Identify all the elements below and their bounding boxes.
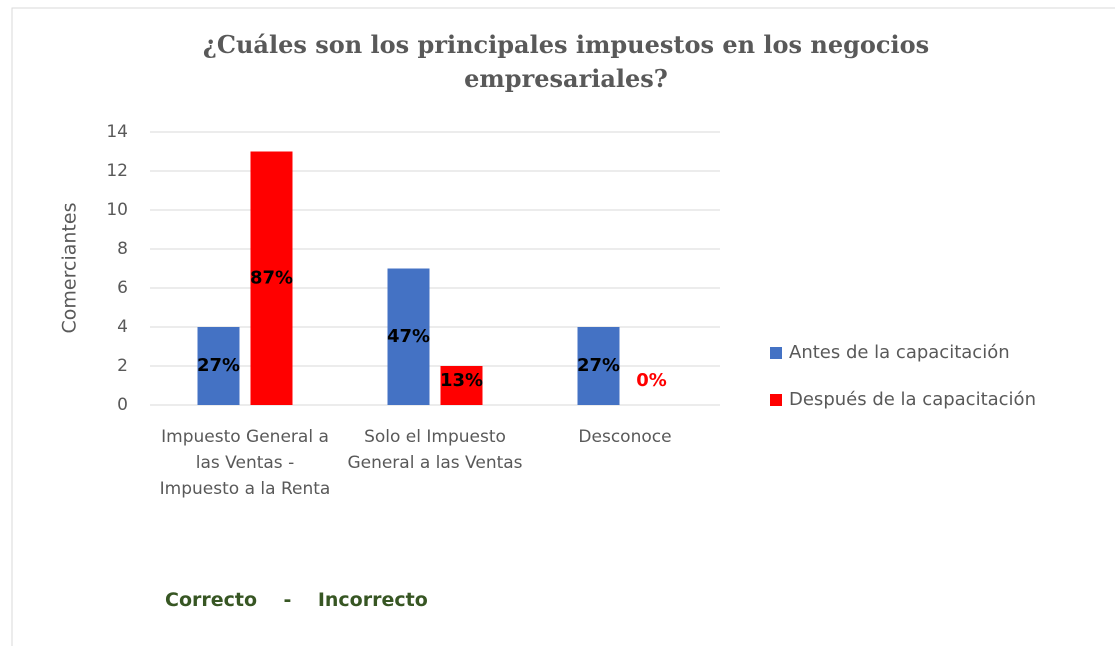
chart-border [11,7,1115,646]
y-tick-label: 2 [117,356,128,376]
y-tick-label: 8 [117,239,128,259]
y-tick-label: 0 [117,395,128,415]
data-label: 27% [197,355,240,376]
data-label: 13% [440,370,483,391]
y-tick-label: 10 [106,200,128,220]
x-tick-label: Solo el Impuesto General a las Ventas [347,427,523,473]
bar [250,151,293,405]
y-axis-label: Comerciantes [59,203,81,334]
data-label: 27% [577,355,620,376]
legend-swatch [770,394,782,406]
y-tick-label: 4 [117,317,128,337]
bar [440,366,483,405]
data-label: 0% [636,370,667,391]
data-label: 47% [387,326,430,347]
chart-title: ¿Cuáles son los principales impuestos en… [202,30,930,93]
x-tick-label: Impuesto General a las Ventas - Impuesto… [159,427,331,499]
x-tick-label: Desconoce [578,427,672,447]
bar [387,268,430,405]
legend-label: Antes de la capacitación [789,342,1010,363]
data-label: 87% [250,267,293,288]
y-tick-label: 6 [117,278,128,298]
bar [577,327,620,405]
legend-label: Después de la capacitación [789,389,1036,410]
annotation: Correcto - Incorrecto [165,589,428,611]
bar [197,327,240,405]
y-tick-label: 14 [106,122,128,142]
y-tick-label: 12 [106,161,128,181]
legend-swatch [770,347,782,359]
